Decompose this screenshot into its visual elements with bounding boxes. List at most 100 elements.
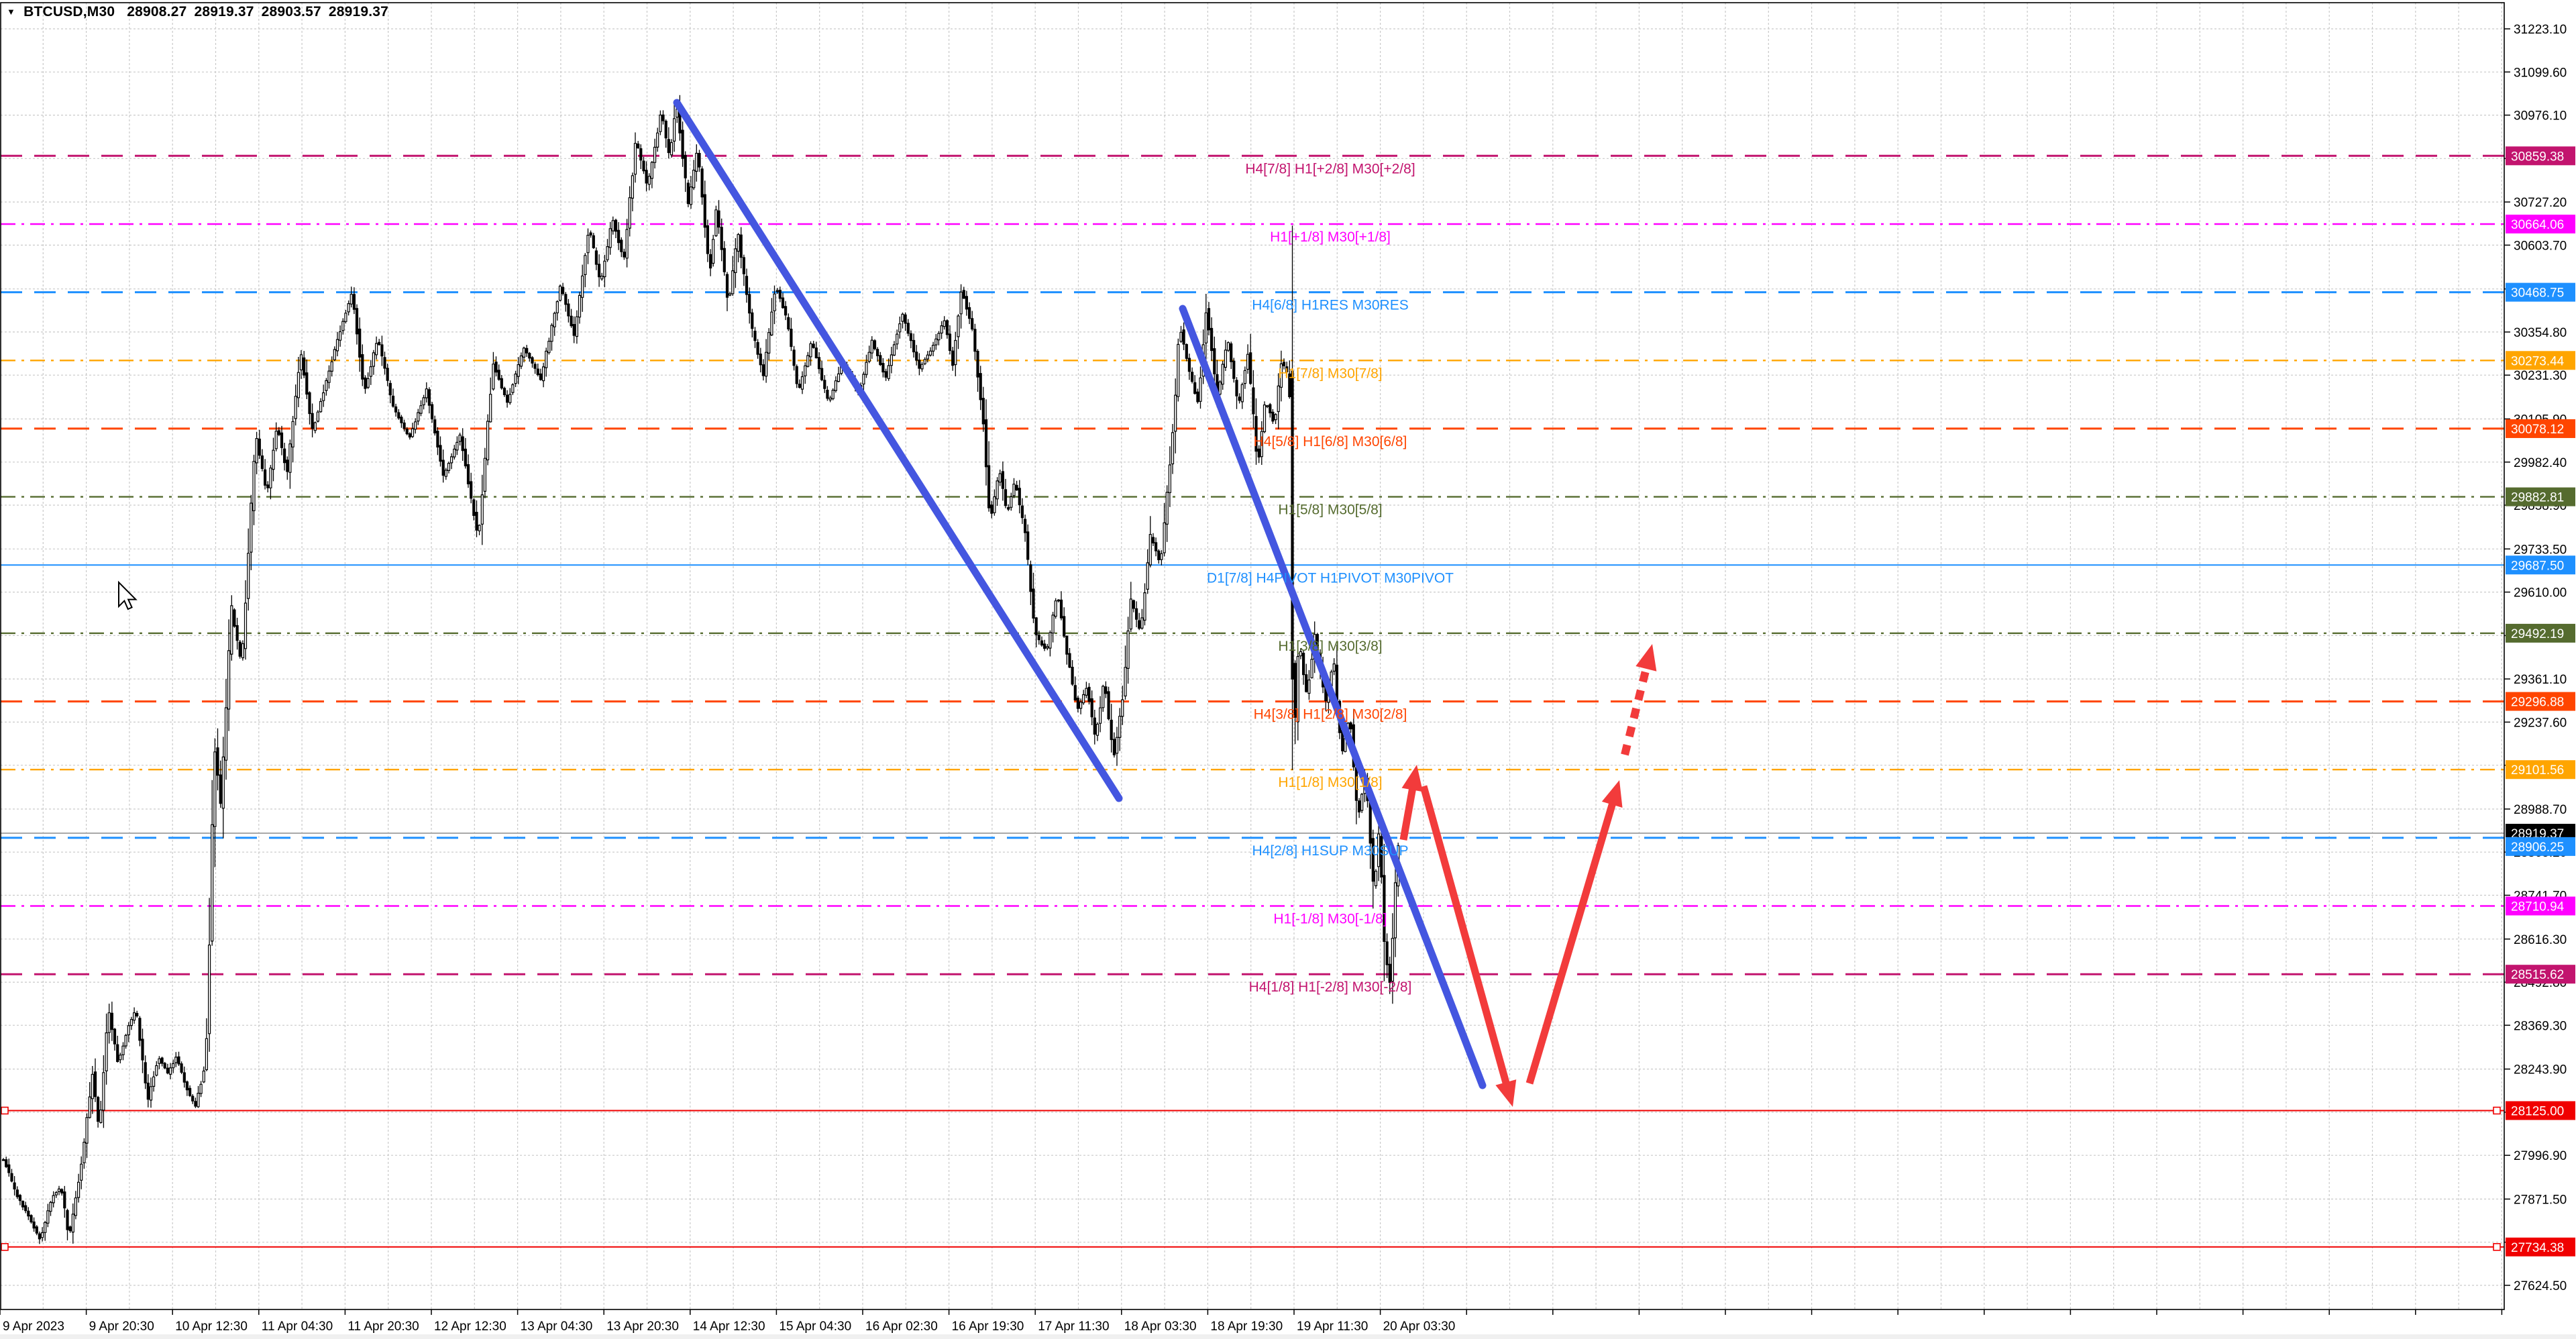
price-tick-label: 27871.50 <box>2514 1193 2567 1207</box>
level-price-value: 28906.25 <box>2511 841 2564 855</box>
time-axis[interactable]: 9 Apr 2023 9 Apr 20:30 10 Apr 12:30 11 Apr … <box>0 1309 2503 1334</box>
price-tick-label: 31223.10 <box>2514 23 2567 37</box>
window-bottom-edge <box>0 1334 2576 1339</box>
symbol-dropdown-icon[interactable]: ▼ <box>7 6 16 17</box>
time-tick-label: 11 Apr 04:30 <box>262 1320 333 1334</box>
ohlc-high: 28919.37 <box>194 4 254 19</box>
level-label: H4[2/8] H1SUP M30SUP <box>1252 843 1408 859</box>
level-price-box <box>2506 282 2575 302</box>
hline-price-box <box>2506 1237 2575 1256</box>
prediction-arrow-head[interactable] <box>1601 780 1623 808</box>
trendline[interactable] <box>673 99 1123 802</box>
level-price-value: 28710.94 <box>2511 900 2565 914</box>
level-price-box <box>2506 965 2575 984</box>
time-tick-label: 18 Apr 03:30 <box>1124 1320 1197 1334</box>
level-price-box <box>2506 419 2575 438</box>
hline-anchor-handle[interactable] <box>1 1106 9 1115</box>
price-tick-label: 28369.30 <box>2514 1019 2567 1033</box>
time-tick-label: 10 Apr 12:30 <box>175 1320 248 1334</box>
price-tick-label: 30354.80 <box>2514 326 2567 340</box>
mouse-cursor-icon <box>118 580 138 610</box>
ohlc-close: 28919.37 <box>328 4 389 19</box>
bull-candle-bodies <box>41 108 1400 1238</box>
level-price-value: 28515.62 <box>2511 968 2564 982</box>
time-tick-label: 9 Apr 2023 <box>3 1320 64 1334</box>
level-price-box <box>2506 623 2575 643</box>
level-label: D1[7/8] H4PIVOT H1PIVOT M30PIVOT <box>1207 570 1454 586</box>
prediction-arrow-head[interactable] <box>1401 765 1424 792</box>
prediction-arrow-head[interactable] <box>1635 644 1657 672</box>
level-price-value: 29687.50 <box>2511 559 2564 573</box>
level-price-box <box>2506 837 2575 856</box>
chart-frame <box>0 2 2505 1310</box>
level-price-value: 29101.56 <box>2511 763 2564 778</box>
price-tick-label: 29610.00 <box>2514 586 2567 600</box>
price-tick-label: 28243.90 <box>2514 1063 2567 1077</box>
price-tick-label: 29361.10 <box>2514 673 2567 687</box>
level-label: H1[1/8] M30[1/8] <box>1278 775 1382 790</box>
price-tick-label: 30603.70 <box>2514 239 2567 253</box>
time-tick-label: 14 Apr 12:30 <box>693 1320 765 1334</box>
level-price-value: 29882.81 <box>2511 491 2564 505</box>
level-price-box <box>2506 487 2575 506</box>
bear-candle-bodies <box>1 109 1391 1240</box>
hline-anchor-handle[interactable] <box>1 1243 9 1251</box>
price-tick-label: 27624.50 <box>2514 1279 2567 1293</box>
time-tick-label: 13 Apr 20:30 <box>606 1320 679 1334</box>
price-tick-label: 27996.90 <box>2514 1149 2567 1163</box>
price-tick-label: 30231.30 <box>2514 369 2567 383</box>
level-label: H1[3/8] M30[3/8] <box>1278 639 1382 654</box>
level-price-value: 29492.19 <box>2511 627 2564 641</box>
prediction-arrow-shaft[interactable] <box>1525 794 1619 1085</box>
price-tick-label: 29237.60 <box>2514 716 2567 730</box>
hline-price-box <box>2506 1101 2575 1120</box>
time-axis-background[interactable] <box>0 1310 2576 1339</box>
level-label: H4[3/8] H1[2/8] M30[2/8] <box>1254 707 1407 722</box>
price-tick-label: 31099.60 <box>2514 66 2567 80</box>
prediction-arrow-shaft[interactable] <box>1419 785 1512 1093</box>
level-price-box <box>2506 692 2575 711</box>
level-price-box <box>2506 760 2575 780</box>
time-tick-label: 11 Apr 20:30 <box>347 1320 419 1334</box>
candles-series <box>1 95 1400 1244</box>
hline-price-value: 27734.38 <box>2511 1241 2564 1255</box>
drawings <box>673 99 1657 1107</box>
level-labels: H4[7/8] H1[+2/8] M30[+2/8] H1[+1/8] M30[+… <box>1207 161 1454 995</box>
level-price-value: 30468.75 <box>2511 286 2564 301</box>
time-tick-label: 12 Apr 12:30 <box>434 1320 506 1334</box>
level-price-box <box>2506 214 2575 233</box>
hline-anchor-handle[interactable] <box>2493 1243 2501 1251</box>
time-tick-label: 16 Apr 02:30 <box>865 1320 938 1334</box>
level-price-value: 30078.12 <box>2511 423 2564 437</box>
level-label: H1[7/8] M30[7/8] <box>1278 366 1382 381</box>
prediction-arrow-shaft[interactable] <box>1399 780 1418 841</box>
time-tick-label: 15 Apr 04:30 <box>779 1320 851 1334</box>
time-tick-label: 17 Apr 11:30 <box>1038 1320 1109 1334</box>
prediction-arrow-shaft[interactable] <box>1621 658 1653 756</box>
price-tick-label: 28988.70 <box>2514 803 2567 817</box>
level-price-value: 30859.38 <box>2511 150 2564 164</box>
ohlc-low: 28903.57 <box>261 4 321 19</box>
trendline[interactable] <box>1179 305 1487 1089</box>
level-price-box <box>2506 351 2575 370</box>
symbol-period-label: BTCUSD,M30 <box>23 4 115 19</box>
price-tick-label: 30976.10 <box>2514 109 2567 123</box>
level-price-box <box>2506 555 2575 575</box>
prediction-arrow-head[interactable] <box>1495 1079 1517 1107</box>
price-tick-label: 30727.20 <box>2514 196 2567 210</box>
hline-anchor-handle[interactable] <box>2493 1106 2501 1115</box>
time-tick-label: 19 Apr 11:30 <box>1297 1320 1368 1334</box>
ohlc-open: 28908.27 <box>127 4 187 19</box>
level-label: H1[-1/8] M30[-1/8] <box>1273 912 1387 927</box>
price-tick-label: 29733.50 <box>2514 543 2567 557</box>
level-price-value: 30273.44 <box>2511 354 2565 368</box>
level-label: H4[1/8] H1[-2/8] M30[-2/8] <box>1249 979 1412 995</box>
murrey-level-lines <box>1 154 2504 1251</box>
price-axis[interactable]: 31223.10 31099.60 30976.10 30727.20 30603.70… <box>2504 23 2575 1293</box>
level-label: H4[7/8] H1[+2/8] M30[+2/8] <box>1245 161 1415 176</box>
level-price-box <box>2506 896 2575 916</box>
level-label: H4[5/8] H1[6/8] M30[6/8] <box>1254 434 1407 449</box>
